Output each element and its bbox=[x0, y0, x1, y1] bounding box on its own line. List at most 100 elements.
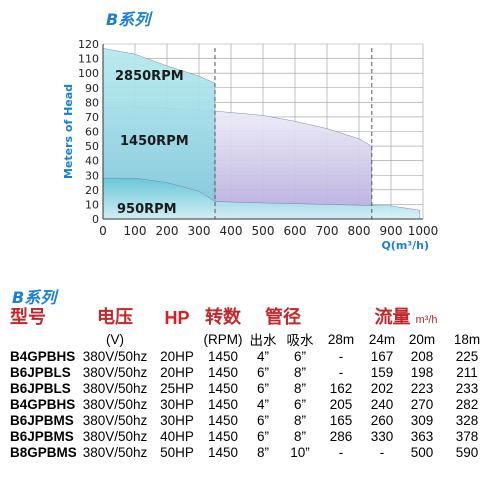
y-tick-label: 80 bbox=[85, 96, 99, 109]
table-title: B系列 bbox=[12, 288, 57, 307]
cell-inlet: 8” bbox=[293, 381, 306, 396]
spec-rows: B4GPBHS 380V/50hz 20HP 1450 4” 6” -167 208 225 B6… bbox=[10, 349, 492, 461]
col-speed: 转数 bbox=[205, 307, 241, 327]
y-tick-label: 30 bbox=[85, 169, 99, 182]
y-tick-label: 110 bbox=[78, 53, 99, 66]
x-tick-label: 400 bbox=[220, 224, 243, 238]
sub-speed: (RPM) bbox=[203, 331, 243, 347]
col-model: 型号 bbox=[10, 307, 46, 327]
cell-model: B4GPBHS bbox=[10, 349, 76, 364]
flow-unit: m³/h bbox=[415, 314, 438, 326]
y-tick-label: 10 bbox=[85, 198, 99, 211]
cell-voltage: 380V/50hz bbox=[82, 445, 148, 460]
cell-flow-24m: 260 bbox=[370, 413, 394, 428]
cell-inlet: 8” bbox=[293, 365, 306, 380]
cell-flow-28m: 162 bbox=[329, 381, 353, 396]
flow-label: 流量 bbox=[374, 307, 411, 327]
col-voltage: 电压 bbox=[97, 307, 133, 327]
cell-outlet: 6” bbox=[256, 429, 269, 444]
sub-flow-18m: 18m bbox=[453, 331, 481, 347]
cell-inlet: 10” bbox=[290, 445, 310, 460]
cell-flow-24m: 202 bbox=[370, 381, 394, 396]
cell-voltage: 380V/50hz bbox=[82, 429, 148, 444]
x-tick-label: 800 bbox=[348, 224, 371, 238]
cell-voltage: 380V/50hz bbox=[82, 381, 148, 396]
col-flow: 流量 m³/h bbox=[320, 303, 492, 329]
cell-outlet: 6” bbox=[256, 365, 269, 380]
x-tick-label: 700 bbox=[316, 224, 339, 238]
cell-model: B6JPBMS bbox=[10, 429, 74, 444]
cell-flow-28m: - bbox=[338, 365, 344, 380]
y-tick-label: 20 bbox=[85, 184, 99, 197]
cell-flow-24m: 167 bbox=[370, 349, 394, 364]
cell-flow-24m: 240 bbox=[370, 397, 394, 412]
cell-outlet: 4” bbox=[256, 397, 269, 412]
table-row: B8GPBMS 380V/50hz 50HP 1450 8” 10” - - 500 590 bbox=[10, 445, 492, 461]
cell-hp: 30HP bbox=[160, 397, 194, 412]
y-tick-label: 60 bbox=[85, 126, 99, 139]
series-labels: 2850RPM 1450RPM 950RPM bbox=[115, 69, 189, 217]
y-axis-label: Meters of Head bbox=[62, 84, 75, 179]
cell-flow-18m: 378 bbox=[455, 429, 479, 444]
cell-flow-28m: 165 bbox=[329, 413, 353, 428]
x-tick-label: 500 bbox=[252, 224, 275, 238]
cell-flow-18m: 282 bbox=[455, 397, 479, 412]
cell-outlet: 6” bbox=[256, 413, 269, 428]
cell-flow-24m: 330 bbox=[370, 429, 394, 444]
sub-flow-24m: 24m bbox=[368, 331, 396, 347]
x-tick-label: 0 bbox=[99, 224, 107, 238]
cell-flow-28m: - bbox=[338, 445, 344, 460]
cell-outlet: 4” bbox=[256, 349, 269, 364]
y-tick-label: 90 bbox=[85, 82, 99, 95]
series-label-950rpm: 950RPM bbox=[117, 202, 177, 217]
y-tick-label: 70 bbox=[85, 111, 99, 124]
cell-speed: 1450 bbox=[207, 429, 239, 444]
cell-inlet: 8” bbox=[293, 413, 306, 428]
cell-voltage: 380V/50hz bbox=[82, 365, 148, 380]
cell-speed: 1450 bbox=[207, 349, 239, 364]
cell-flow-20m: 198 bbox=[410, 365, 434, 380]
cell-model: B4GPBHS bbox=[10, 397, 76, 412]
cell-inlet: 8” bbox=[293, 429, 306, 444]
cell-flow-20m: 223 bbox=[410, 381, 434, 396]
cell-model: B6JPBMS bbox=[10, 413, 74, 428]
cell-model: B8GPBMS bbox=[10, 445, 76, 460]
cell-flow-24m: - bbox=[379, 445, 385, 460]
cell-flow-20m: 270 bbox=[410, 397, 434, 412]
table-row: B6JPBMS 380V/50hz 40HP 1450 6” 8” 286 330 363 378 bbox=[10, 429, 492, 445]
curve-areas bbox=[102, 48, 421, 220]
cell-flow-18m: 328 bbox=[455, 413, 479, 428]
cell-flow-28m: - bbox=[338, 349, 344, 364]
series-label-1450rpm: 1450RPM bbox=[120, 134, 189, 149]
cell-voltage: 380V/50hz bbox=[82, 413, 148, 428]
x-axis-label: Q(m³/h) bbox=[381, 239, 429, 252]
sub-outlet: 出水 bbox=[249, 333, 277, 348]
sub-flow-20m: 20m bbox=[408, 331, 436, 347]
spec-table: 型号 电压 HP 转数 管径 流量 m³/h (V) (RPM) 出水 吸水 2… bbox=[10, 303, 492, 461]
x-tick-label: 200 bbox=[156, 224, 179, 238]
table-header-main: 型号 电压 HP 转数 管径 流量 m³/h bbox=[10, 303, 492, 329]
series-area-950rpm bbox=[102, 177, 421, 220]
cell-hp: 50HP bbox=[160, 445, 194, 460]
table-header-sub: (V) (RPM) 出水 吸水 28m 24m 20m 18m bbox=[10, 329, 492, 349]
cell-voltage: 380V/50hz bbox=[82, 349, 148, 364]
y-tick-label: 0 bbox=[92, 213, 99, 226]
table-row: B6JPBMS 380V/50hz 30HP 1450 6” 8” 165 260 309 328 bbox=[10, 413, 492, 429]
chart-title: B系列 bbox=[106, 10, 151, 29]
sub-inlet: 吸水 bbox=[286, 333, 314, 348]
cell-flow-28m: 205 bbox=[329, 397, 353, 412]
cell-flow-20m: 500 bbox=[410, 445, 434, 460]
table-row: B6JPBLS 380V/50hz 20HP 1450 6” 8” - 159 198 211 bbox=[10, 365, 492, 381]
cell-speed: 1450 bbox=[207, 445, 239, 460]
table-row: B4GPBHS 380V/50hz 20HP 1450 4” 6” - 167 208 225 bbox=[10, 349, 492, 365]
cell-outlet: 6” bbox=[256, 381, 269, 396]
x-tick-label: 600 bbox=[284, 224, 307, 238]
cell-flow-18m: 233 bbox=[455, 381, 479, 396]
cell-hp: 20HP bbox=[160, 349, 194, 364]
x-tick-label: 100 bbox=[124, 224, 147, 238]
x-tick-label: 900 bbox=[380, 224, 403, 238]
cell-hp: 25HP bbox=[160, 381, 194, 396]
col-pipe: 管径 bbox=[265, 307, 301, 327]
y-tick-label: 40 bbox=[85, 155, 99, 168]
cell-voltage: 380V/50hz bbox=[82, 397, 148, 412]
